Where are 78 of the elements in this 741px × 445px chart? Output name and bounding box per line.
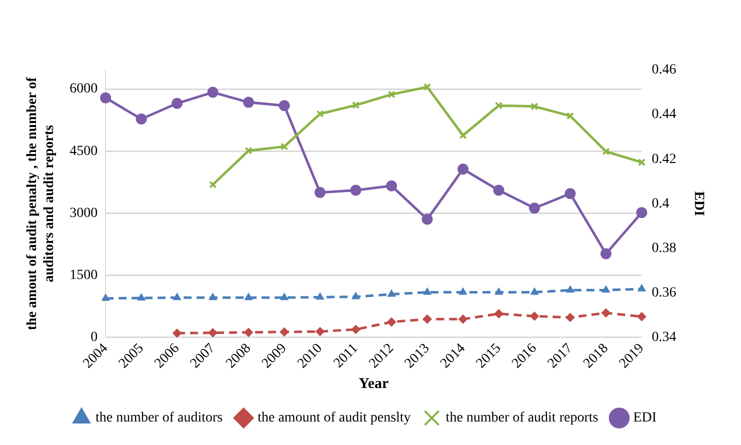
point xyxy=(636,207,648,218)
point xyxy=(494,309,504,318)
point xyxy=(351,324,360,334)
point xyxy=(314,187,326,198)
y2-tick-label: 0.42 xyxy=(652,152,676,167)
point xyxy=(602,286,610,293)
point xyxy=(459,132,467,140)
point xyxy=(136,114,147,125)
point xyxy=(316,327,325,336)
point xyxy=(208,180,217,188)
point xyxy=(316,292,324,300)
y2-tick-label: 0.36 xyxy=(652,285,676,300)
point xyxy=(566,112,574,120)
point xyxy=(601,308,610,318)
y-tick-label: 1500 xyxy=(70,268,98,283)
point xyxy=(566,312,575,322)
point xyxy=(638,284,646,292)
point xyxy=(387,318,396,327)
y2-tick-label: 0.34 xyxy=(652,330,676,345)
legend-label: the number of auditors xyxy=(95,410,223,426)
point xyxy=(137,294,146,301)
y-tick-label: 4500 xyxy=(70,144,98,159)
point xyxy=(458,164,468,175)
y2-tick-label: 0.38 xyxy=(652,240,676,256)
point xyxy=(530,312,539,321)
point xyxy=(638,158,646,166)
point xyxy=(352,292,360,300)
y-tick-label: 6000 xyxy=(70,82,98,97)
point xyxy=(100,92,112,104)
point xyxy=(602,148,610,156)
point xyxy=(243,96,254,108)
point xyxy=(423,83,432,91)
point xyxy=(494,288,503,295)
point xyxy=(207,86,218,98)
point xyxy=(208,293,217,300)
legend-label: EDI xyxy=(633,410,657,426)
point xyxy=(208,328,218,338)
point xyxy=(278,100,290,112)
point xyxy=(423,288,432,295)
point xyxy=(173,293,182,300)
point xyxy=(244,328,254,337)
y2-tick-label: 0.4 xyxy=(652,196,670,212)
y2-tick-label: 0.44 xyxy=(652,107,676,122)
x-axis-title: Year xyxy=(358,376,389,392)
point xyxy=(564,188,576,200)
point xyxy=(530,288,538,295)
point xyxy=(244,293,253,300)
legend-label: the number of audit reports xyxy=(446,410,598,426)
point xyxy=(388,90,396,98)
point xyxy=(494,102,503,110)
point xyxy=(280,327,289,336)
point xyxy=(530,102,538,110)
point xyxy=(422,214,433,225)
point xyxy=(244,146,252,155)
point xyxy=(350,184,362,196)
y-tick-label: 0 xyxy=(90,330,98,345)
point xyxy=(637,312,646,322)
point xyxy=(600,248,612,260)
point xyxy=(280,293,288,300)
point xyxy=(528,202,540,214)
y-tick-label: 3000 xyxy=(70,206,98,221)
point xyxy=(493,184,504,196)
point xyxy=(459,288,467,295)
point xyxy=(386,180,398,192)
y2-axis-title: EDI xyxy=(690,191,706,216)
point xyxy=(316,110,324,118)
y-axis-title: the amout of audit penalty , the number of auditors and audit reports xyxy=(25,76,57,330)
point xyxy=(172,328,182,338)
point xyxy=(172,98,183,109)
point xyxy=(458,314,468,324)
point xyxy=(102,294,110,301)
legend-label: the amount of audit penslty xyxy=(258,410,411,426)
point xyxy=(280,142,288,150)
point xyxy=(352,101,360,110)
y2-tick-label: 0.46 xyxy=(652,62,676,78)
point xyxy=(422,314,432,324)
point xyxy=(566,286,574,293)
point xyxy=(388,290,396,297)
